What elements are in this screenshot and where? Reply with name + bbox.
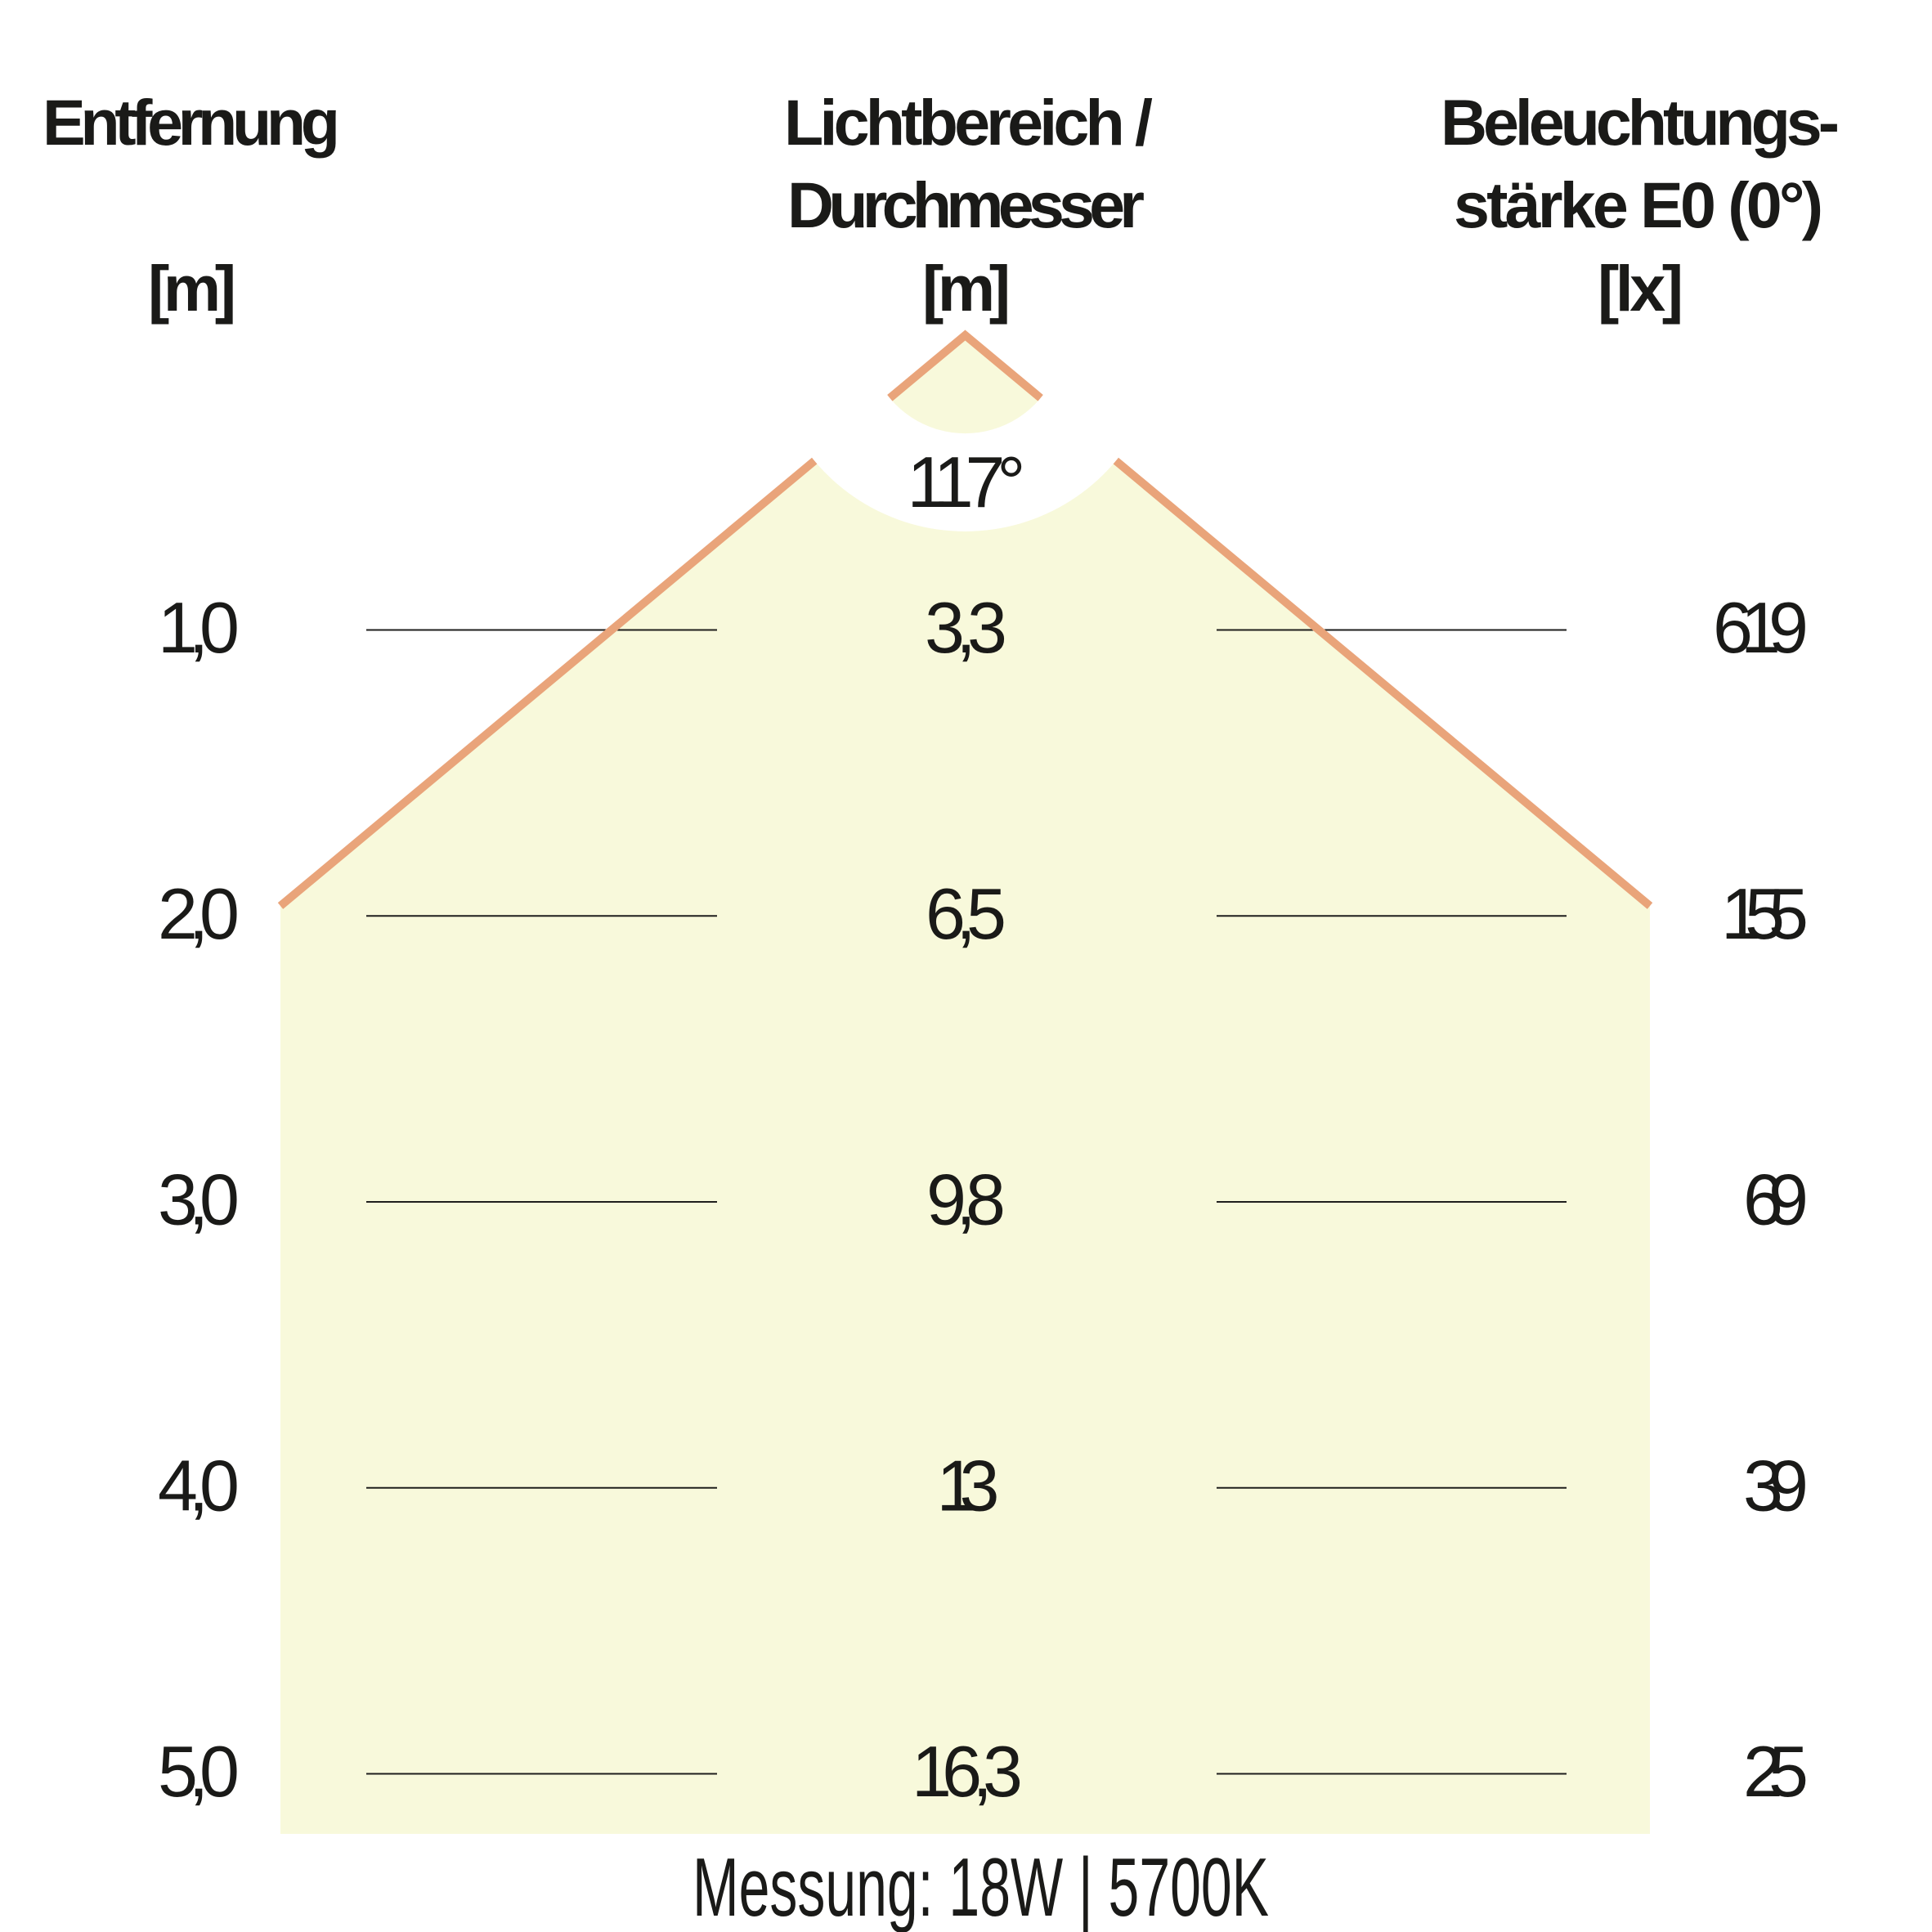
svg-text:Messung: 18W | 5700K: Messung: 18W | 5700K [693,1842,1269,1932]
svg-text:Beleuchtungs-: Beleuchtungs- [1441,86,1840,159]
svg-text:4,0: 4,0 [158,1445,240,1526]
svg-text:2,0: 2,0 [158,873,240,954]
svg-text:1,0: 1,0 [158,587,240,668]
svg-text:[m]: [m] [148,252,236,325]
svg-text:117°: 117° [908,442,1026,522]
svg-text:69: 69 [1743,1159,1809,1240]
svg-text:9,8: 9,8 [926,1159,1006,1240]
svg-text:155: 155 [1721,873,1809,954]
svg-text:6,5: 6,5 [926,873,1006,954]
svg-text:5,0: 5,0 [158,1731,240,1812]
svg-text:[m]: [m] [922,252,1011,325]
svg-text:Entfernung: Entfernung [43,86,340,159]
svg-text:stärke E0 (0°): stärke E0 (0°) [1454,168,1823,241]
svg-text:16,3: 16,3 [912,1731,1023,1812]
svg-text:[lx]: [lx] [1598,252,1683,325]
svg-text:3,0: 3,0 [158,1159,240,1240]
svg-text:39: 39 [1743,1445,1809,1526]
svg-text:Durchmesser: Durchmesser [787,168,1145,241]
svg-text:3,3: 3,3 [925,587,1007,668]
svg-text:13: 13 [937,1445,1000,1526]
svg-text:619: 619 [1713,587,1809,668]
svg-text:Lichtbereich /: Lichtbereich / [784,86,1153,159]
svg-text:25: 25 [1743,1731,1809,1812]
